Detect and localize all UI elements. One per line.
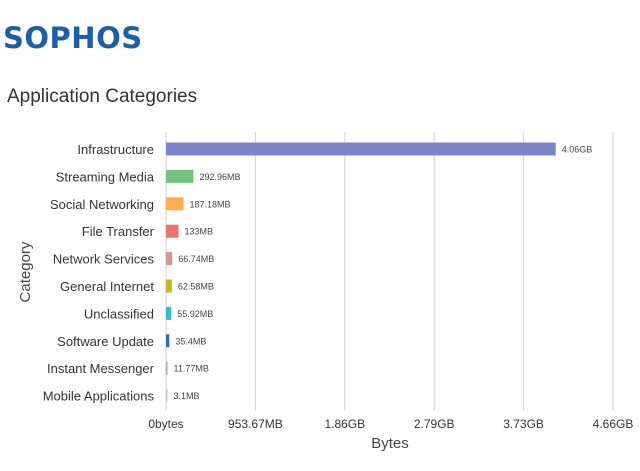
data-label: 4.06GB [562, 145, 593, 155]
x-tick-label: 1.86GB [324, 417, 365, 431]
category-label: Social Networking [50, 197, 154, 212]
y-axis-title: Category [17, 241, 34, 302]
bar [166, 252, 173, 266]
data-label: 35.4MB [175, 336, 206, 346]
bar [166, 361, 168, 375]
x-tick-label: 3.73GB [503, 417, 544, 431]
bar [166, 306, 172, 320]
bar [166, 224, 179, 238]
data-label: 55.92MB [177, 309, 213, 319]
data-label: 3.1MB [174, 391, 200, 401]
page-title: Application Categories [7, 86, 198, 107]
data-label: 66.74MB [178, 254, 214, 264]
bars [166, 142, 556, 403]
category-label: Infrastructure [77, 142, 154, 157]
bar [166, 279, 172, 293]
category-label: File Transfer [82, 224, 155, 239]
category-label: Mobile Applications [43, 389, 155, 404]
data-label: 62.58MB [178, 282, 214, 292]
bar [166, 169, 194, 183]
sophos-logo: SOPHOS [3, 21, 143, 55]
x-tick-label: 4.66GB [593, 417, 634, 431]
data-labels: 4.06GB 292.96MB 187.18MB 133MB 66.74MB 62.58M… [174, 145, 593, 402]
x-tick-label: 2.79GB [414, 417, 455, 431]
x-axis-title: Bytes [371, 435, 409, 452]
category-label: Streaming Media [56, 169, 155, 184]
bar [166, 197, 184, 211]
data-label: 133MB [184, 227, 213, 237]
x-tick-labels: 0bytes 953.67MB 1.86GB 2.79GB 3.73GB 4.66GB [148, 417, 633, 431]
bar [166, 142, 556, 156]
category-label: Instant Messenger [47, 361, 155, 376]
category-labels: Infrastructure Streaming Media Social Netw… [43, 142, 155, 404]
data-label: 11.77MB [174, 364, 209, 374]
data-label: 292.96MB [199, 172, 240, 182]
category-label: Software Update [57, 334, 154, 349]
category-label: Network Services [53, 252, 155, 267]
x-tick-label: 953.67MB [228, 417, 283, 431]
x-tick-label: 0bytes [148, 417, 183, 431]
category-label: Unclassified [84, 306, 154, 321]
data-label: 187.18MB [190, 199, 231, 209]
bar [166, 334, 170, 348]
category-label: General Internet [60, 279, 154, 294]
bar [166, 389, 168, 403]
